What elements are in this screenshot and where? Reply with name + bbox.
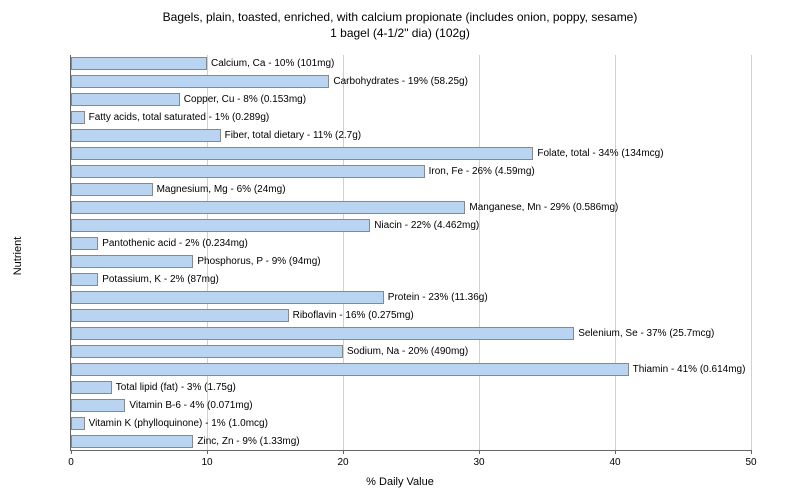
nutrient-bar-label: Thiamin - 41% (0.614mg) — [629, 363, 746, 376]
nutrient-bar — [71, 165, 425, 178]
nutrient-bar-label: Iron, Fe - 26% (4.59mg) — [425, 165, 535, 178]
nutrient-bar-label: Vitamin K (phylloquinone) - 1% (1.0mcg) — [85, 417, 268, 430]
nutrient-bar — [71, 255, 193, 268]
nutrient-bar — [71, 381, 112, 394]
x-tick-label: 40 — [609, 457, 620, 468]
nutrient-bar-label: Selenium, Se - 37% (25.7mcg) — [574, 327, 714, 340]
nutrient-bar-label: Copper, Cu - 8% (0.153mg) — [180, 93, 306, 106]
nutrient-bar-label: Sodium, Na - 20% (490mg) — [343, 345, 468, 358]
nutrient-bar — [71, 417, 85, 430]
nutrient-bar-label: Protein - 23% (11.36g) — [384, 291, 488, 304]
x-tick-mark — [615, 450, 616, 454]
x-tick-label: 0 — [68, 457, 74, 468]
nutrient-bar — [71, 345, 343, 358]
nutrient-bar — [71, 111, 85, 124]
nutrient-bar-label: Total lipid (fat) - 3% (1.75g) — [112, 381, 236, 394]
nutrient-bar-label: Magnesium, Mg - 6% (24mg) — [153, 183, 286, 196]
nutrient-bar — [71, 399, 125, 412]
gridline — [751, 55, 752, 450]
x-tick-label: 10 — [201, 457, 212, 468]
nutrient-bar — [71, 291, 384, 304]
nutrient-bar — [71, 273, 98, 286]
x-tick-label: 50 — [745, 457, 756, 468]
nutrient-bar — [71, 327, 574, 340]
title-line-1: Bagels, plain, toasted, enriched, with c… — [163, 10, 638, 24]
nutrient-bar-label: Niacin - 22% (4.462mg) — [370, 219, 479, 232]
chart-title: Bagels, plain, toasted, enriched, with c… — [0, 0, 800, 41]
title-line-2: 1 bagel (4-1/2" dia) (102g) — [330, 26, 470, 40]
x-tick-mark — [207, 450, 208, 454]
nutrient-bar — [71, 75, 329, 88]
nutrient-bar — [71, 93, 180, 106]
nutrient-bar-label: Calcium, Ca - 10% (101mg) — [207, 57, 334, 70]
nutrient-bar-label: Pantothenic acid - 2% (0.234mg) — [98, 237, 248, 250]
x-tick-mark — [751, 450, 752, 454]
x-tick-label: 30 — [473, 457, 484, 468]
x-tick-mark — [479, 450, 480, 454]
nutrient-bar — [71, 309, 289, 322]
nutrient-bar — [71, 129, 221, 142]
nutrient-bar-label: Fiber, total dietary - 11% (2.7g) — [221, 129, 362, 142]
x-tick-mark — [343, 450, 344, 454]
nutrient-bar-label: Manganese, Mn - 29% (0.586mg) — [465, 201, 618, 214]
nutrient-bar — [71, 201, 465, 214]
nutrient-bar-label: Fatty acids, total saturated - 1% (0.289… — [85, 111, 270, 124]
nutrient-bar — [71, 147, 533, 160]
gridline — [343, 55, 344, 450]
nutrient-bar-label: Zinc, Zn - 9% (1.33mg) — [193, 435, 299, 448]
nutrient-bar-label: Vitamin B-6 - 4% (0.071mg) — [125, 399, 252, 412]
gridline — [615, 55, 616, 450]
y-axis-label: Nutrient — [12, 237, 24, 276]
nutrient-bar-label: Carbohydrates - 19% (58.25g) — [329, 75, 468, 88]
nutrient-bar-label: Phosphorus, P - 9% (94mg) — [193, 255, 320, 268]
nutrient-bar — [71, 435, 193, 448]
nutrient-bar — [71, 57, 207, 70]
x-axis-label: % Daily Value — [366, 476, 434, 488]
nutrient-bar-label: Folate, total - 34% (134mcg) — [533, 147, 663, 160]
nutrient-bar — [71, 363, 629, 376]
x-tick-mark — [71, 450, 72, 454]
nutrient-bar — [71, 219, 370, 232]
nutrient-bar — [71, 183, 153, 196]
x-tick-label: 20 — [337, 457, 348, 468]
nutrient-bar — [71, 237, 98, 250]
plot-area: 01020304050Calcium, Ca - 10% (101mg)Carb… — [70, 55, 751, 451]
chart-container: Bagels, plain, toasted, enriched, with c… — [0, 0, 800, 500]
gridline — [479, 55, 480, 450]
nutrient-bar-label: Riboflavin - 16% (0.275mg) — [289, 309, 414, 322]
nutrient-bar-label: Potassium, K - 2% (87mg) — [98, 273, 219, 286]
